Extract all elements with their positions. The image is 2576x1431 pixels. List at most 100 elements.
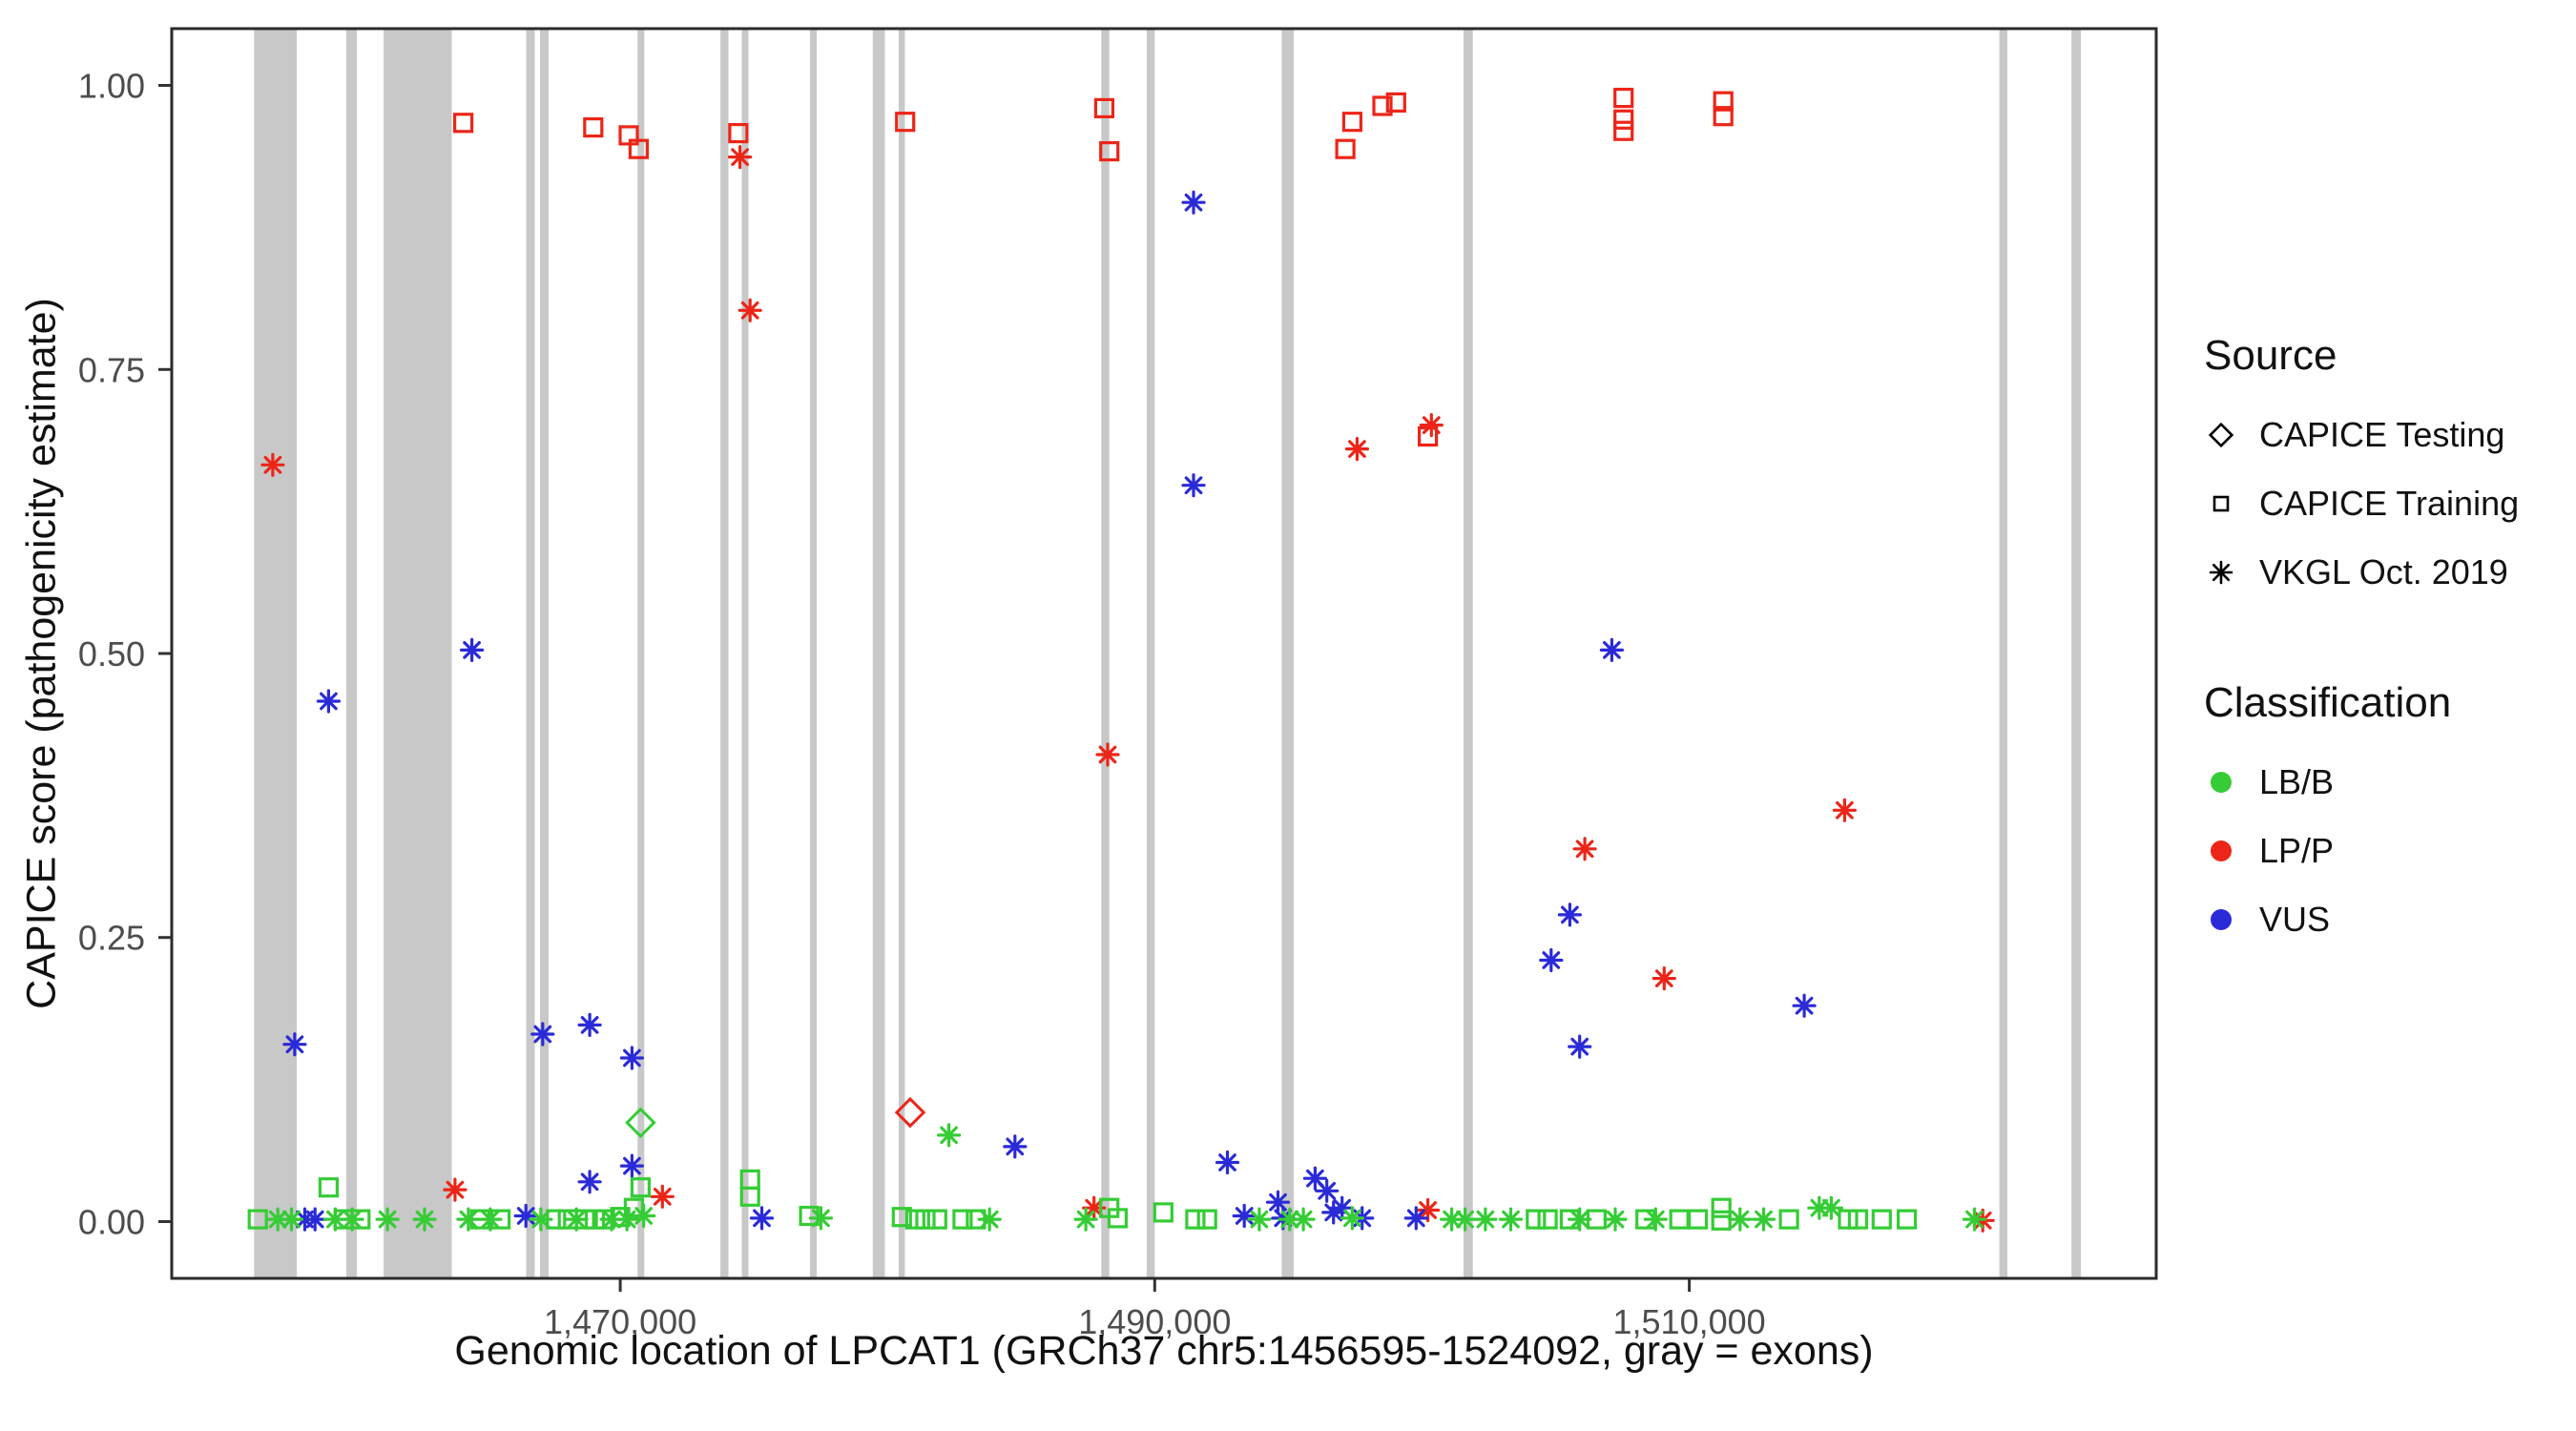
- data-point: [1344, 437, 1370, 462]
- data-point: [1599, 637, 1625, 663]
- data-point: [530, 1022, 555, 1047]
- legend-item-label: LP/P: [2259, 831, 2335, 870]
- exon-band: [720, 29, 729, 1278]
- data-point: [1372, 95, 1393, 116]
- data-point: [453, 113, 474, 134]
- data-point: [1711, 1197, 1732, 1218]
- legend-item-training: CAPICE Training: [2204, 469, 2566, 538]
- data-point: [460, 637, 485, 663]
- legend-item-label: CAPICE Training: [2259, 484, 2520, 523]
- exon-band: [1463, 29, 1473, 1278]
- data-point: [1181, 473, 1206, 498]
- data-point: [1818, 1195, 1844, 1220]
- legend-source: Source CAPICE Testing CAPICE Training VKGL…: [2204, 332, 2566, 607]
- data-point: [808, 1206, 834, 1231]
- data-point: [1003, 1134, 1028, 1159]
- data-point: [260, 452, 285, 477]
- data-point: [625, 1107, 656, 1139]
- data-point: [1871, 1209, 1892, 1230]
- data-point: [478, 1207, 503, 1232]
- data-point: [1196, 1209, 1217, 1230]
- x-tick-label: 1,490,000: [1078, 1302, 1231, 1341]
- data-point: [926, 1209, 947, 1230]
- exon-band: [1281, 29, 1294, 1278]
- legend-item-lp-p: LP/P: [2204, 817, 2566, 885]
- data-point: [412, 1207, 437, 1232]
- data-point: [1687, 1209, 1709, 1230]
- data-point: [1099, 141, 1120, 162]
- data-point: [1095, 742, 1120, 767]
- data-point: [1713, 106, 1734, 127]
- data-point: [1181, 190, 1206, 215]
- data-point: [456, 1207, 481, 1232]
- data-point: [1613, 120, 1634, 141]
- data-point: [1669, 1209, 1690, 1230]
- y-axis-title: CAPICE score (pathogenicity estimate): [18, 298, 65, 1009]
- data-point: [936, 1123, 962, 1148]
- exon-band: [526, 29, 535, 1278]
- data-point: [728, 123, 749, 144]
- legend-item-label: CAPICE Testing: [2259, 415, 2505, 454]
- data-point: [727, 145, 753, 170]
- data-point: [952, 1209, 973, 1230]
- data-point: [894, 1096, 926, 1129]
- square-icon: [2212, 495, 2230, 512]
- data-point: [1832, 798, 1858, 822]
- data-point: [1572, 837, 1597, 861]
- data-point: [318, 1177, 339, 1198]
- data-point: [1751, 1207, 1776, 1232]
- data-point: [630, 1177, 652, 1198]
- y-tick-label: 0.25: [78, 919, 145, 958]
- data-point: [279, 1207, 304, 1232]
- legend-item-label: LB/B: [2259, 762, 2335, 801]
- data-point: [1340, 1206, 1365, 1231]
- data-point: [1557, 902, 1583, 927]
- data-point: [1539, 947, 1564, 973]
- data-point: [614, 1207, 639, 1232]
- data-point: [619, 1046, 645, 1070]
- exon-band: [810, 29, 817, 1278]
- data-point: [1107, 1208, 1129, 1229]
- asterisk-icon: [2209, 560, 2233, 585]
- data-point: [1537, 1209, 1558, 1230]
- data-point: [282, 1032, 307, 1057]
- exon-band: [384, 29, 452, 1278]
- data-point: [443, 1177, 467, 1202]
- data-point: [904, 1209, 925, 1230]
- x-axis-title: Genomic location of LPCAT1 (GRCh37 chr5:…: [454, 1328, 1874, 1374]
- data-point: [619, 1153, 645, 1178]
- data-point: [1415, 1197, 1441, 1223]
- data-point: [564, 1207, 589, 1232]
- legend-classification: Classification LB/B LP/P VUS: [2204, 679, 2566, 954]
- data-point: [302, 1207, 327, 1232]
- data-point: [1385, 92, 1406, 114]
- legend-class-items: LB/B LP/P VUS: [2204, 748, 2566, 954]
- data-point: [1713, 91, 1734, 112]
- data-point: [628, 138, 650, 159]
- diamond-icon: [2208, 422, 2234, 448]
- legend-classification-title: Classification: [2204, 679, 2452, 726]
- data-point: [1215, 1150, 1240, 1175]
- legend-item-label: VKGL Oct. 2019: [2259, 552, 2508, 591]
- data-point: [1711, 1210, 1732, 1231]
- legend-item-lb-b: LB/B: [2204, 748, 2566, 817]
- y-tick-label: 0.50: [78, 634, 145, 674]
- data-point: [1792, 993, 1817, 1018]
- panel-border: [170, 27, 2158, 1280]
- legend-item-vkgl: VKGL Oct. 2019: [2204, 538, 2566, 607]
- data-point: [1603, 1207, 1628, 1232]
- data-point: [632, 1203, 656, 1229]
- data-point: [1232, 1203, 1257, 1229]
- data-point: [316, 689, 341, 714]
- data-point: [1847, 1209, 1869, 1230]
- exon-band: [741, 29, 749, 1278]
- data-point: [577, 1170, 602, 1194]
- exon-band: [899, 29, 905, 1278]
- data-point: [1335, 138, 1356, 159]
- data-point: [1652, 965, 1676, 991]
- data-point: [513, 1203, 538, 1229]
- exon-band: [1146, 29, 1155, 1278]
- y-tick-label: 0.75: [78, 350, 145, 389]
